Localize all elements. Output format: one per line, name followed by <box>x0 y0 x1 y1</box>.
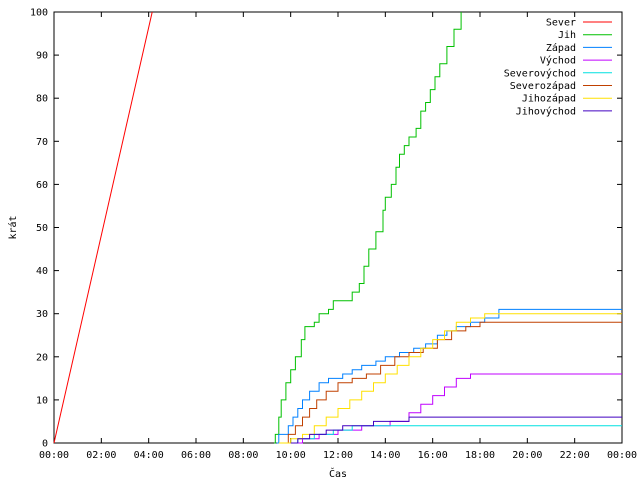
x-tick-label: 02:00 <box>86 450 116 461</box>
series-line-7 <box>278 313 622 444</box>
series-line-4 <box>285 373 622 444</box>
axes: 0 10 20 30 40 50 60 70 80 90 100 00:00 02:00 04:00 06:… <box>30 8 637 462</box>
x-tick-label: 14:00 <box>370 450 400 461</box>
legend-entry-label: Jihovýchod <box>516 105 576 117</box>
legend-entry-label: Západ <box>546 42 576 54</box>
series-line-5 <box>281 425 622 444</box>
legend-entry-label: Východ <box>540 55 576 67</box>
series-line-8 <box>290 416 622 444</box>
y-tick-label: 50 <box>36 223 48 234</box>
x-tick-label: 20:00 <box>512 450 542 461</box>
legend-entry-label: Severovýchod <box>504 67 576 79</box>
y-tick-label: 0 <box>42 439 48 450</box>
x-tick-label: 18:00 <box>465 450 495 461</box>
x-tick-label: 16:00 <box>418 450 448 461</box>
y-tick-label: 60 <box>36 180 48 191</box>
series-line-3 <box>276 308 622 444</box>
y-tick-label: 40 <box>36 266 48 277</box>
series-line-6 <box>283 321 622 444</box>
series-line-2 <box>274 12 462 444</box>
x-tick-label: 04:00 <box>134 450 164 461</box>
y-tick-label: 30 <box>36 309 48 320</box>
legend-entry-label: Jihozápad <box>522 93 576 105</box>
x-tick-label: 10:00 <box>276 450 306 461</box>
x-axis-label: Čas <box>329 467 347 480</box>
x-tick-label: 22:00 <box>560 450 590 461</box>
y-tick-label: 70 <box>36 137 48 148</box>
x-tick-label: 06:00 <box>181 450 211 461</box>
y-axis-label: krát <box>7 215 19 239</box>
x-tick-label: 12:00 <box>323 450 353 461</box>
y-tick-label: 80 <box>36 94 48 105</box>
y-tick-label: 20 <box>36 352 48 363</box>
legend-entry-label: Severozápad <box>510 80 576 92</box>
legend: SeverJihZápadVýchodSeverovýchodSeverozáp… <box>504 18 612 117</box>
legend-entry-label: Sever <box>546 18 576 29</box>
series-line-1 <box>53 11 153 444</box>
y-tick-label: 100 <box>30 8 48 19</box>
y-tick-label: 90 <box>36 51 48 62</box>
x-tick-label: 00:00 <box>39 450 69 461</box>
series-lines <box>53 11 622 444</box>
y-tick-label: 10 <box>36 395 48 406</box>
x-tick-label: 08:00 <box>228 450 258 461</box>
x-tick-label: 00:00 <box>607 450 637 461</box>
legend-entry-label: Jih <box>558 30 576 41</box>
